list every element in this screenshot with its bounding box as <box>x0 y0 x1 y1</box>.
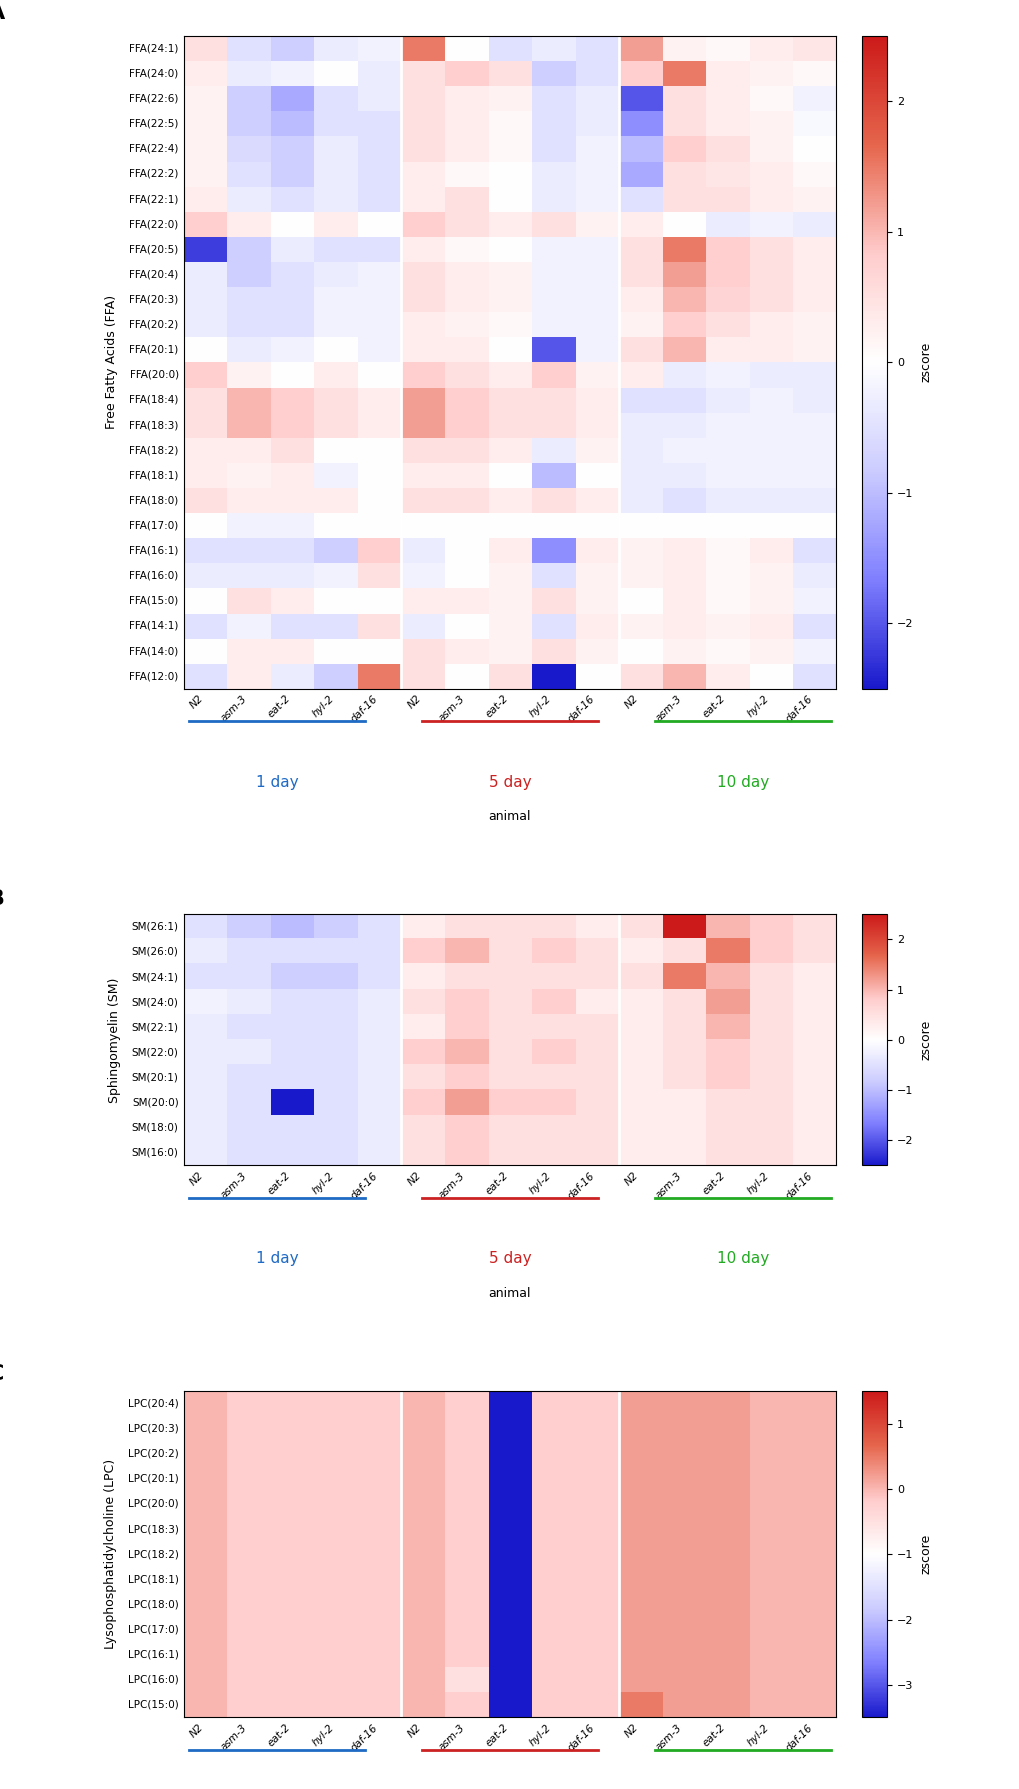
Text: 1 day: 1 day <box>256 775 298 789</box>
Y-axis label: Sphingomyelin (SM): Sphingomyelin (SM) <box>108 977 120 1102</box>
Y-axis label: Lysophosphatidylcholine (LPC): Lysophosphatidylcholine (LPC) <box>104 1460 116 1649</box>
Text: C: C <box>0 1365 4 1385</box>
Text: B: B <box>0 889 5 909</box>
Text: 10 day: 10 day <box>716 775 768 789</box>
Text: 5 day: 5 day <box>488 1251 531 1267</box>
Y-axis label: zscore: zscore <box>918 342 931 383</box>
Text: 5 day: 5 day <box>488 775 531 789</box>
Y-axis label: Free Fatty Acids (FFA): Free Fatty Acids (FFA) <box>105 295 118 429</box>
Text: animal: animal <box>488 1286 531 1301</box>
Text: 1 day: 1 day <box>256 1251 298 1267</box>
Y-axis label: zscore: zscore <box>918 1020 931 1059</box>
Text: 10 day: 10 day <box>716 1251 768 1267</box>
Text: A: A <box>0 4 5 23</box>
Y-axis label: zscore: zscore <box>918 1535 931 1574</box>
Text: animal: animal <box>488 810 531 823</box>
